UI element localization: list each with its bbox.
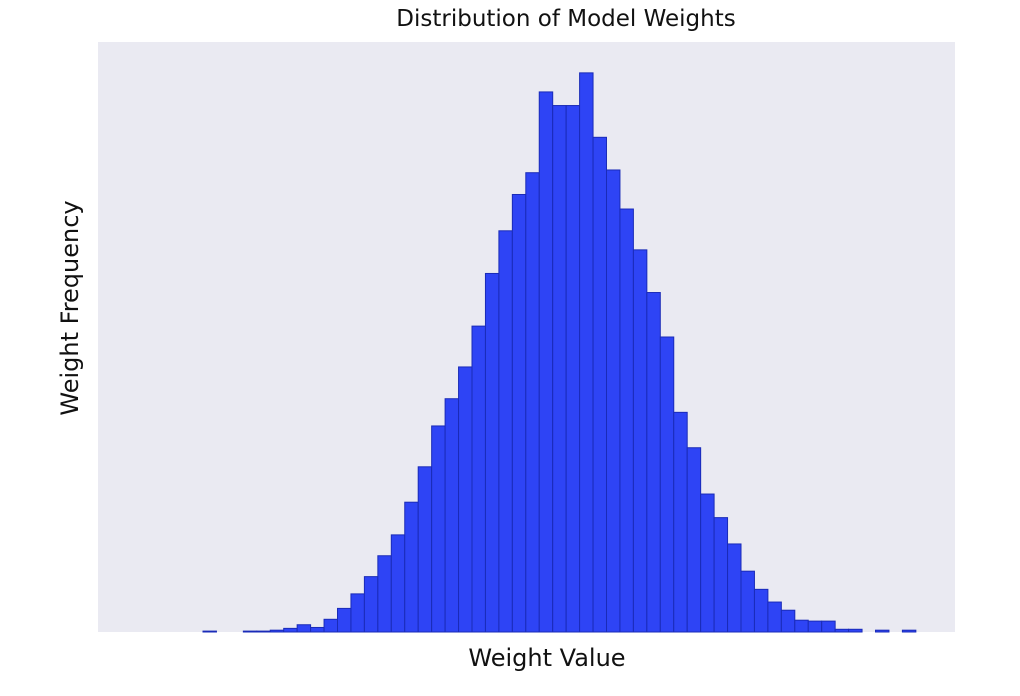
histogram-bar: [592, 136, 607, 633]
histogram-bar: [740, 570, 755, 633]
histogram-bar: [646, 292, 661, 633]
histogram-bar: [794, 619, 809, 633]
histogram-bar: [538, 91, 554, 633]
histogram-bar: [296, 624, 312, 633]
histogram-bar: [350, 593, 365, 633]
histogram-bar: [565, 105, 581, 633]
histogram-bar: [713, 517, 729, 633]
histogram-bar: [363, 576, 379, 633]
histogram-bar: [310, 626, 325, 633]
histogram-bar: [256, 630, 271, 633]
histogram-bar: [511, 193, 527, 633]
histogram-bar: [525, 172, 540, 633]
histogram-bar: [807, 620, 823, 633]
histogram-bar: [606, 169, 621, 633]
histogram-bars: [202, 72, 917, 633]
y-axis-label: Weight Frequency: [56, 200, 84, 415]
histogram-bar: [875, 629, 890, 633]
histogram-bar: [417, 466, 433, 633]
histogram-bar: [283, 627, 298, 633]
histogram-bar: [753, 588, 769, 633]
histogram-bar: [780, 609, 796, 633]
histogram-bar: [848, 628, 863, 633]
histogram-bar: [619, 208, 634, 633]
histogram-bar: [377, 555, 392, 633]
histogram-bar: [404, 501, 419, 633]
histogram-bar: [498, 230, 513, 633]
histogram-bar: [458, 366, 473, 633]
histogram-bar: [673, 411, 688, 633]
histogram-bar: [579, 72, 594, 633]
histogram-bar: [390, 534, 406, 633]
histogram-bar: [659, 336, 675, 633]
histogram-bar: [901, 629, 917, 633]
histogram-bar: [727, 543, 742, 633]
histogram-bar: [484, 272, 500, 633]
histogram-bar: [632, 249, 648, 633]
histogram-bar: [269, 629, 285, 633]
histogram-bar: [700, 493, 715, 633]
chart-title: Distribution of Model Weights: [396, 6, 735, 32]
histogram-bar: [767, 601, 782, 633]
x-axis-label: Weight Value: [468, 644, 625, 672]
histogram-bar: [552, 105, 567, 633]
histogram-bar: [202, 630, 217, 633]
histogram-bar: [323, 618, 338, 633]
histogram-bar: [471, 325, 486, 633]
histogram-bar: [686, 447, 702, 633]
histogram-bar: [337, 607, 352, 633]
histogram-bar: [834, 628, 850, 633]
histogram-bar: [242, 630, 258, 633]
histogram-bar: [444, 398, 460, 633]
histogram-bar: [821, 620, 836, 633]
histogram-bar: [431, 425, 446, 633]
